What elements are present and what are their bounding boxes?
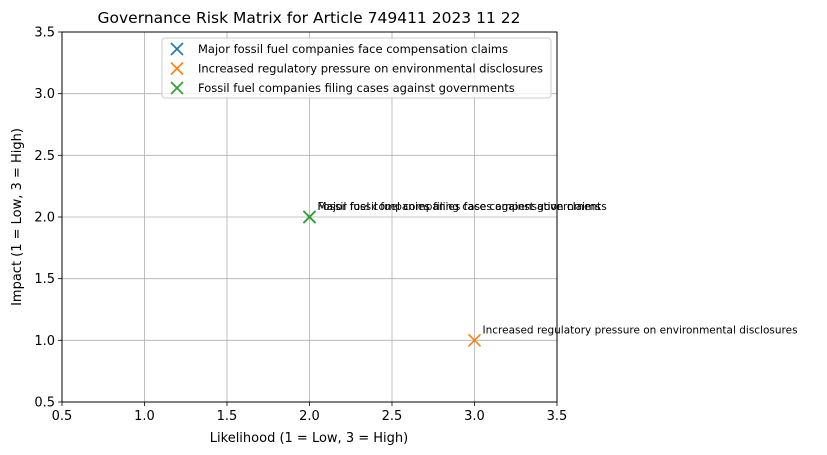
legend-entry: Major fossil fuel companies face compens… [170,42,508,56]
x-tick-label: 2.5 [382,409,403,424]
x-axis-label: Likelihood (1 = Low, 3 = High) [210,431,408,446]
legend: Major fossil fuel companies face compens… [161,37,552,99]
y-tick-label: 3.0 [34,87,55,102]
y-tick-label: 3.5 [34,26,55,41]
y-tick-label: 1.0 [34,334,55,349]
x-tick-label: 2.0 [299,409,320,424]
x-tick-label: 3.5 [547,409,568,424]
y-axis: 0.5 1.0 1.5 2.0 2.5 3.0 3.5 [34,26,62,411]
x-axis: 0.5 1.0 1.5 2.0 2.5 3.0 3.5 [52,402,568,424]
data-point [302,210,317,224]
x-tick-label: 1.5 [217,409,238,424]
y-axis-label: Impact (1 = Low, 3 = High) [10,128,25,306]
point-annotation: Major fossil fuel companies face compens… [318,201,601,213]
point-annotation: Fossil fuel companies filing cases again… [318,201,607,213]
y-tick-label: 2.5 [34,149,55,164]
legend-entry: Fossil fuel companies filing cases again… [170,81,515,95]
data-points [302,210,482,347]
legend-entry: Increased regulatory pressure on environ… [170,62,543,76]
legend-label: Major fossil fuel companies face compens… [198,42,508,56]
y-tick-label: 0.5 [34,396,55,411]
data-point [467,333,482,347]
point-annotations: Major fossil fuel companies face compens… [318,201,798,336]
y-tick-label: 2.0 [34,211,55,226]
y-tick-label: 1.5 [34,272,55,287]
chart-title: Governance Risk Matrix for Article 74941… [98,9,521,27]
point-annotation: Increased regulatory pressure on environ… [483,324,798,336]
x-tick-label: 3.0 [464,409,485,424]
legend-box [161,37,552,99]
legend-label: Increased regulatory pressure on environ… [198,62,543,76]
x-tick-label: 0.5 [52,409,73,424]
x-tick-label: 1.0 [134,409,155,424]
legend-label: Fossil fuel companies filing cases again… [198,81,515,95]
